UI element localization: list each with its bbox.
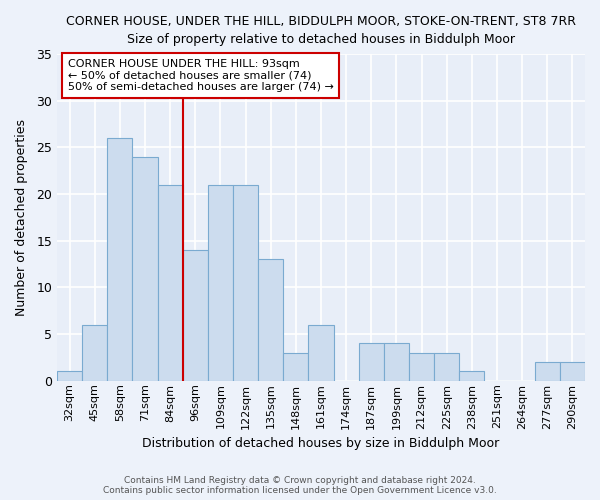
Bar <box>283 353 308 381</box>
Bar <box>258 260 283 381</box>
Bar <box>233 185 258 381</box>
Bar <box>107 138 133 381</box>
Y-axis label: Number of detached properties: Number of detached properties <box>15 119 28 316</box>
Bar <box>183 250 208 381</box>
Bar <box>434 353 460 381</box>
Bar <box>158 185 183 381</box>
Bar <box>560 362 585 381</box>
Text: CORNER HOUSE UNDER THE HILL: 93sqm
← 50% of detached houses are smaller (74)
50%: CORNER HOUSE UNDER THE HILL: 93sqm ← 50%… <box>68 59 334 92</box>
Bar <box>535 362 560 381</box>
Bar <box>409 353 434 381</box>
Bar <box>384 344 409 381</box>
X-axis label: Distribution of detached houses by size in Biddulph Moor: Distribution of detached houses by size … <box>142 437 500 450</box>
Bar <box>82 325 107 381</box>
Bar <box>57 372 82 381</box>
Title: CORNER HOUSE, UNDER THE HILL, BIDDULPH MOOR, STOKE-ON-TRENT, ST8 7RR
Size of pro: CORNER HOUSE, UNDER THE HILL, BIDDULPH M… <box>66 15 576 46</box>
Bar <box>460 372 484 381</box>
Bar <box>308 325 334 381</box>
Bar <box>133 157 158 381</box>
Bar <box>208 185 233 381</box>
Bar <box>359 344 384 381</box>
Text: Contains HM Land Registry data © Crown copyright and database right 2024.
Contai: Contains HM Land Registry data © Crown c… <box>103 476 497 495</box>
